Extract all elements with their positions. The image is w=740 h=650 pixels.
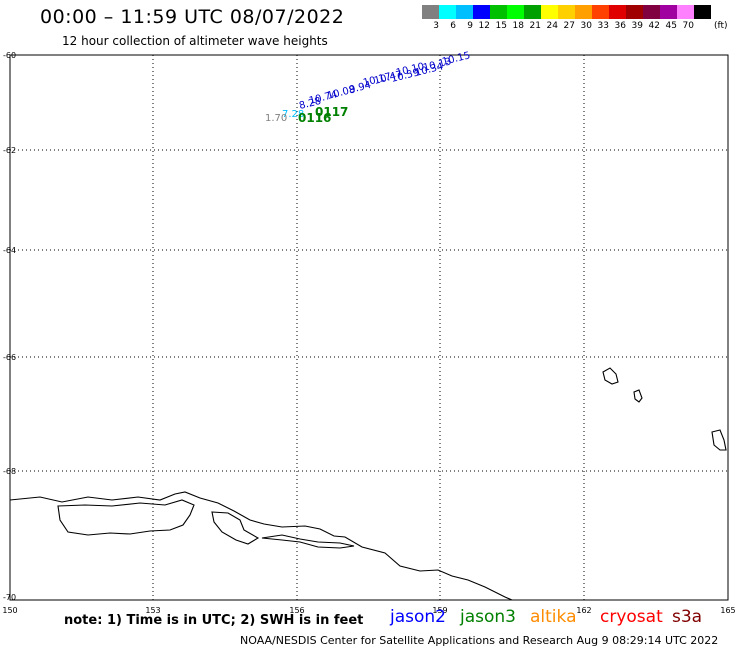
color-scale-label: 12 <box>478 21 490 31</box>
page-subtitle: 12 hour collection of altimeter wave hei… <box>62 34 328 48</box>
longitude-label: 153 <box>145 606 160 615</box>
latitude-label: -70 <box>3 593 16 602</box>
legend-jason2: jason2 <box>390 607 446 627</box>
color-scale-label: 36 <box>614 21 626 31</box>
island-3 <box>711 429 727 451</box>
color-scale-bar <box>422 5 711 19</box>
color-swatch <box>524 5 541 19</box>
map-grid <box>10 55 728 600</box>
color-scale-label: 3 <box>433 21 439 31</box>
legend-altika: altika <box>530 607 577 627</box>
latitude-label: -60 <box>3 51 16 60</box>
color-swatch <box>558 5 575 19</box>
page-title: 00:00 – 11:59 UTC 08/07/2022 <box>40 6 345 28</box>
gray-wave-label: 1.70 <box>265 113 287 124</box>
color-swatch <box>660 5 677 19</box>
legend-cryosat: cryosat <box>600 607 663 627</box>
color-scale-label: 45 <box>665 21 677 31</box>
legend-jason3: jason3 <box>460 607 516 627</box>
color-swatch <box>677 5 694 19</box>
coastal-inlet <box>211 511 260 545</box>
color-scale-label: 21 <box>529 21 541 31</box>
island-2 <box>633 389 643 403</box>
jason2-wave-label: 8.28 <box>298 96 322 112</box>
latitude-label: -68 <box>3 467 16 476</box>
color-scale-label: 9 <box>467 21 473 31</box>
color-scale-label: 18 <box>512 21 524 31</box>
latitude-labels: -60 -62 -64 -66 -68 -70 <box>3 51 16 602</box>
color-swatch <box>694 5 711 19</box>
color-swatch <box>592 5 609 19</box>
color-scale-label: 6 <box>450 21 456 31</box>
color-scale-label: 30 <box>580 21 592 31</box>
coastline <box>9 367 727 601</box>
jason3-wave-label: 0117 <box>315 105 348 119</box>
jason3-wave-label: 0116 <box>298 111 331 125</box>
color-scale-label: 42 <box>648 21 660 31</box>
longitude-label: 150 <box>2 606 17 615</box>
color-swatch <box>643 5 660 19</box>
bay-outline <box>57 499 195 536</box>
color-swatch <box>575 5 592 19</box>
note-text: note: 1) Time is in UTC; 2) SWH is in fe… <box>64 613 364 628</box>
altimeter-track-labels: 10.1510.1310.3410.1010.5910.4710.179.941… <box>265 50 472 125</box>
color-scale-label: 24 <box>546 21 558 31</box>
longitude-label: 156 <box>289 606 304 615</box>
color-swatch <box>626 5 643 19</box>
longitude-label: 159 <box>432 606 447 615</box>
color-swatch <box>473 5 490 19</box>
longitude-label: 165 <box>720 606 735 615</box>
color-scale-label: 33 <box>597 21 609 31</box>
color-swatch <box>456 5 473 19</box>
color-swatch <box>422 5 439 19</box>
coastal-inlet-2 <box>261 534 355 549</box>
longitude-labels: 150 153 156 159 162 165 <box>2 606 735 615</box>
color-scale-label: 15 <box>495 21 507 31</box>
map-frame <box>9 54 729 601</box>
jason2-wave-label: 9.94 <box>348 80 372 96</box>
island-1 <box>602 367 619 385</box>
latitude-label: -64 <box>3 246 16 255</box>
color-scale-labels: 3 6 9 12 15 18 21 24 27 30 33 36 39 42 45 70 <box>422 21 694 31</box>
color-scale-label: 39 <box>631 21 643 31</box>
latitude-label: -62 <box>3 146 16 155</box>
color-swatch <box>490 5 507 19</box>
color-scale-label: 27 <box>563 21 575 31</box>
antarctic-coastline <box>9 491 513 601</box>
legend-s3a: s3a <box>672 607 703 627</box>
color-scale-unit: (ft) <box>714 21 728 31</box>
latitude-label: -66 <box>3 353 16 362</box>
color-swatch <box>609 5 626 19</box>
color-swatch <box>507 5 524 19</box>
color-swatch <box>439 5 456 19</box>
longitude-label: 162 <box>576 606 591 615</box>
cyan-wave-label: 7.28 <box>282 109 304 120</box>
footer-credit: NOAA/NESDIS Center for Satellite Applica… <box>240 634 719 647</box>
color-swatch <box>541 5 558 19</box>
color-scale-label: 70 <box>682 21 694 31</box>
